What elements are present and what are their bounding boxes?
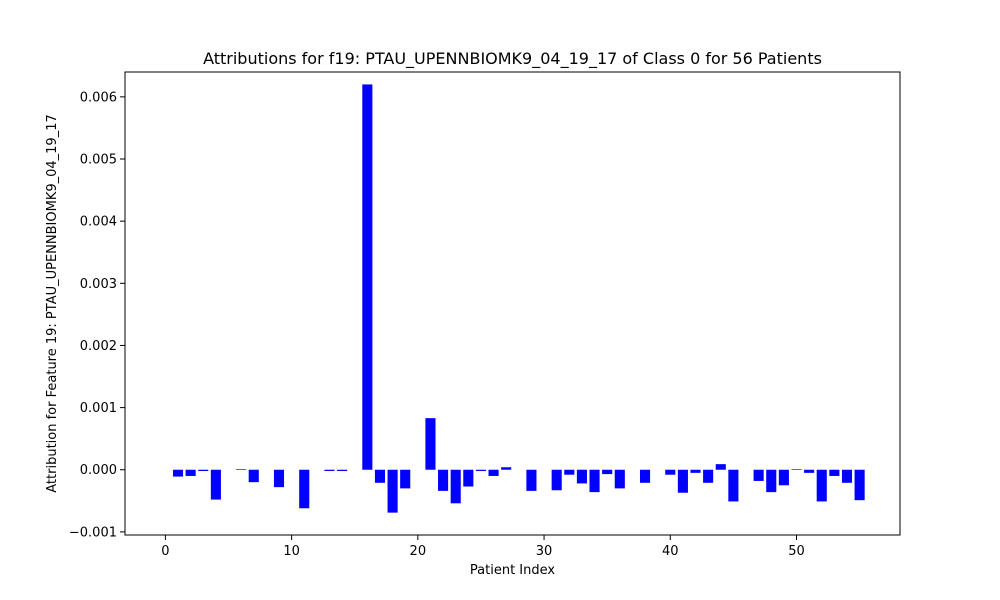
y-tick-label: 0.005 <box>80 153 117 168</box>
y-tick-label: 0.003 <box>80 277 117 292</box>
bar-patient-49 <box>778 469 789 486</box>
bar-patient-25 <box>475 469 486 471</box>
bar-patient-47 <box>753 469 764 481</box>
bar-patient-3 <box>198 469 209 471</box>
x-tick-label: 10 <box>283 544 300 559</box>
bar-patient-53 <box>829 469 840 476</box>
bar-patient-16 <box>362 84 373 470</box>
x-tick-label: 30 <box>536 544 553 559</box>
bar-patient-40 <box>665 469 676 475</box>
bar-patient-38 <box>639 469 651 483</box>
bar-patient-14 <box>337 469 348 471</box>
bar-patient-33 <box>576 469 587 484</box>
bar-patient-41 <box>677 469 688 493</box>
y-tick-label: 0.002 <box>80 339 117 354</box>
bars-group <box>172 84 865 513</box>
plot-frame <box>124 71 901 536</box>
y-tick-label: 0.006 <box>80 90 117 105</box>
x-tick-label: 0 <box>161 544 169 559</box>
bar-patient-35 <box>602 469 613 475</box>
bar-patient-31 <box>551 469 562 491</box>
bar-patient-6 <box>236 469 247 470</box>
x-tick-label: 20 <box>410 544 427 559</box>
bar-patient-45 <box>728 469 739 502</box>
y-tick-label: 0.000 <box>80 463 117 478</box>
bar-patient-18 <box>387 469 398 513</box>
bar-patient-4 <box>210 469 221 500</box>
y-tick-label: −0.001 <box>69 525 117 540</box>
bar-patient-54 <box>841 469 853 483</box>
bar-patient-26 <box>488 469 499 476</box>
bar-patient-32 <box>564 469 575 475</box>
bar-patient-42 <box>690 469 701 473</box>
bar-patient-27 <box>501 467 512 470</box>
bar-patient-44 <box>715 464 726 470</box>
bar-patient-17 <box>374 469 386 483</box>
chart-title: Attributions for f19: PTAU_UPENNBIOMK9_0… <box>203 49 822 69</box>
x-axis-label: Patient Index <box>470 563 555 578</box>
x-axis-ticks: 0 10 20 30 40 50 <box>161 535 805 559</box>
bar-patient-21 <box>425 418 436 470</box>
bar-patient-19 <box>400 469 411 489</box>
bar-patient-24 <box>463 469 474 487</box>
y-tick-label: 0.001 <box>80 401 117 416</box>
bar-patient-22 <box>438 469 449 491</box>
bar-patient-23 <box>450 469 461 504</box>
bar-patient-9 <box>273 469 285 488</box>
x-tick-label: 50 <box>788 544 805 559</box>
bar-patient-29 <box>526 469 537 491</box>
bar-patient-2 <box>185 469 196 476</box>
bar-patient-34 <box>589 469 600 493</box>
bar-patient-43 <box>703 469 714 483</box>
bar-patient-48 <box>766 469 777 493</box>
bar-patient-50 <box>791 469 802 470</box>
bar-patient-55 <box>854 469 865 501</box>
bar-patient-13 <box>324 469 335 471</box>
y-tick-label: 0.004 <box>80 215 117 230</box>
bar-patient-11 <box>299 469 310 509</box>
bar-patient-7 <box>248 469 259 483</box>
x-tick-label: 40 <box>662 544 679 559</box>
bar-patient-51 <box>804 469 815 473</box>
bar-patient-1 <box>172 469 184 477</box>
bar-patient-36 <box>614 469 625 489</box>
y-axis-label: Attribution for Feature 19: PTAU_UPENNBI… <box>45 114 60 492</box>
y-axis-ticks: −0.001 0.000 0.001 0.002 0.003 0.004 0.005 0.00… <box>69 90 125 540</box>
bar-patient-52 <box>816 469 827 502</box>
